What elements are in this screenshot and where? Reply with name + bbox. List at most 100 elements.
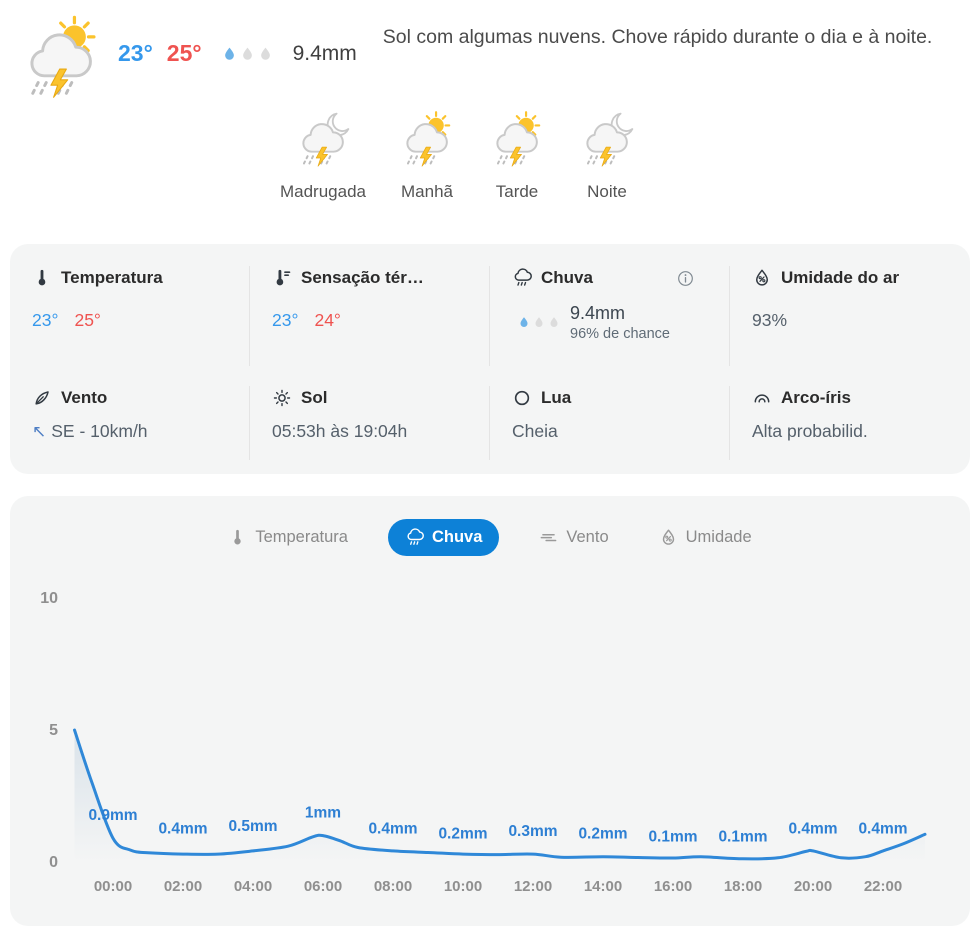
period-noite: Noite: [578, 110, 636, 232]
detail-cell-value: 23° 25°: [32, 310, 249, 331]
detail-value-text: SE - 10km/h: [51, 421, 148, 441]
tab-umidade[interactable]: Umidade: [649, 519, 762, 556]
wind-lines-icon: [539, 528, 558, 547]
tab-label: Chuva: [431, 527, 483, 546]
detail-cell-chuva: Chuva 9.4mm 96% de chance: [490, 266, 730, 366]
point-label: 0.1mm: [648, 828, 697, 845]
thermometer-icon: [32, 268, 52, 288]
thermometer-icon: [228, 528, 247, 547]
details-row: Vento ↖ SE - 10km/h Sol 05:53h às 19:04h Lua C…: [10, 386, 970, 460]
x-axis-label: 20:00: [794, 878, 832, 895]
x-axis-label: 08:00: [374, 878, 412, 895]
moon-icon: [512, 388, 532, 408]
rainbow-icon: [752, 388, 772, 408]
detail-cell-temperatura: Temperatura 23° 25°: [10, 266, 250, 366]
x-axis-label: 06:00: [304, 878, 342, 895]
tab-label: Umidade: [685, 527, 752, 546]
detail-cell-header: Umidade do ar: [752, 268, 970, 288]
value-max: 24°: [314, 310, 341, 330]
info-button[interactable]: [676, 269, 695, 288]
point-label: 0.4mm: [858, 820, 907, 837]
x-axis-label: 22:00: [864, 878, 902, 895]
drop-empty-icon: [548, 316, 560, 328]
drop-filled-icon: [222, 46, 237, 61]
detail-cell-header: Vento: [32, 388, 249, 408]
rain-cloud-icon: [512, 268, 532, 288]
point-label: 0.4mm: [788, 820, 837, 837]
tab-temperatura[interactable]: Temperatura: [218, 519, 358, 556]
wind-direction-arrow-icon: ↖: [32, 421, 47, 441]
value-min: 23°: [272, 310, 299, 330]
point-label: 0.5mm: [228, 818, 277, 835]
x-axis-label: 02:00: [164, 878, 202, 895]
detail-cell-title: Sensação tér…: [301, 268, 424, 287]
detail-cell-title: Vento: [61, 388, 108, 407]
feather-icon: [32, 388, 52, 408]
detail-value-text: Alta probabilid.: [752, 421, 868, 441]
detail-cell-value: 23° 24°: [272, 310, 489, 331]
point-label: 0.1mm: [718, 828, 767, 845]
x-axis-label: 10:00: [444, 878, 482, 895]
detail-cell-header: Sol: [272, 388, 489, 408]
detail-cell-title: Temperatura: [61, 268, 163, 287]
x-axis-label: 16:00: [654, 878, 692, 895]
detail-cell-header: Sensação tér…: [272, 268, 489, 288]
storm-moon-icon: [294, 110, 352, 168]
detail-cell-vento: Vento ↖ SE - 10km/h: [10, 386, 250, 460]
point-label: 0.4mm: [368, 820, 417, 837]
tab-vento[interactable]: Vento: [529, 519, 618, 556]
tab-label: Vento: [566, 527, 609, 546]
point-label: 0.2mm: [438, 826, 487, 843]
x-axis-label: 14:00: [584, 878, 622, 895]
detail-cell-header: Chuva: [512, 268, 729, 288]
humidity-icon: [659, 528, 678, 547]
detail-cell-value: Cheia: [512, 421, 729, 442]
precip-intensity-drops: [222, 46, 273, 61]
detail-cell-title: Lua: [541, 388, 572, 407]
thermometer-feel-icon: [272, 268, 292, 288]
tab-chuva[interactable]: Chuva: [387, 518, 500, 556]
storm-sun-icon: [488, 110, 546, 168]
period-label: Manhã: [401, 182, 453, 201]
humidity-icon: [752, 268, 772, 288]
detail-cell-header: Temperatura: [32, 268, 249, 288]
detail-cell-value: 93%: [752, 310, 970, 331]
period-manha: Manhã: [398, 110, 456, 232]
detail-cell-title: Sol: [301, 388, 328, 407]
drop-empty-icon: [258, 46, 273, 61]
tab-label: Temperatura: [255, 527, 348, 546]
point-label: 0.9mm: [88, 807, 137, 824]
weather-details-panel: Temperatura 23° 25° Sensação tér… 23° 24° Chuv…: [10, 244, 970, 474]
detail-cell-value: 9.4mm 96% de chance: [512, 302, 729, 343]
x-axis-label: 00:00: [94, 878, 132, 895]
detail-value-text: 05:53h às 19:04h: [272, 421, 408, 441]
temp-min: 23°: [118, 40, 153, 66]
precip-total: 9.4mm: [292, 41, 357, 65]
detail-cell-lua: Lua Cheia: [490, 386, 730, 460]
storm-sun-icon: [398, 110, 456, 168]
precip-chance: 96% de chance: [570, 325, 670, 342]
y-axis-label: 5: [49, 722, 58, 739]
day-periods-row: Madrugada Manhã Tarde Noite: [0, 110, 948, 232]
detail-cell-value: Alta probabilid.: [752, 421, 970, 442]
rain-cloud-icon: [405, 528, 424, 547]
chart-tabs: Temperatura Chuva Vento Umidade: [10, 514, 970, 560]
detail-cell-value: 05:53h às 19:04h: [272, 421, 489, 442]
storm-sun-icon: [18, 14, 104, 100]
detail-cell-arco-iris: Arco-íris Alta probabilid.: [730, 386, 970, 460]
rain-chart: 0 5 10 00:00 02:00 04:00 06:00 08:00 10:00 12:00 1…: [10, 564, 970, 912]
period-label: Tarde: [495, 182, 539, 201]
drop-filled-icon: [518, 316, 530, 328]
detail-cell-title: Umidade do ar: [781, 268, 900, 287]
value-max: 25°: [74, 310, 101, 330]
value-min: 23°: [32, 310, 59, 330]
precip-amount: 9.4mm: [570, 303, 626, 323]
storm-moon-icon: [578, 110, 636, 168]
x-axis-label: 04:00: [234, 878, 272, 895]
rain-line-chart: 0 5 10 00:00 02:00 04:00 06:00 08:00 10:00 12:00 1…: [40, 590, 927, 895]
x-axis-label: 12:00: [514, 878, 552, 895]
hourly-chart-panel: Temperatura Chuva Vento Umidade 0 5 10 00:00 02…: [10, 496, 970, 926]
detail-value-text: Cheia: [512, 421, 558, 441]
point-label: 0.4mm: [158, 820, 207, 837]
details-row: Temperatura 23° 25° Sensação tér… 23° 24° Chuv…: [10, 266, 970, 366]
